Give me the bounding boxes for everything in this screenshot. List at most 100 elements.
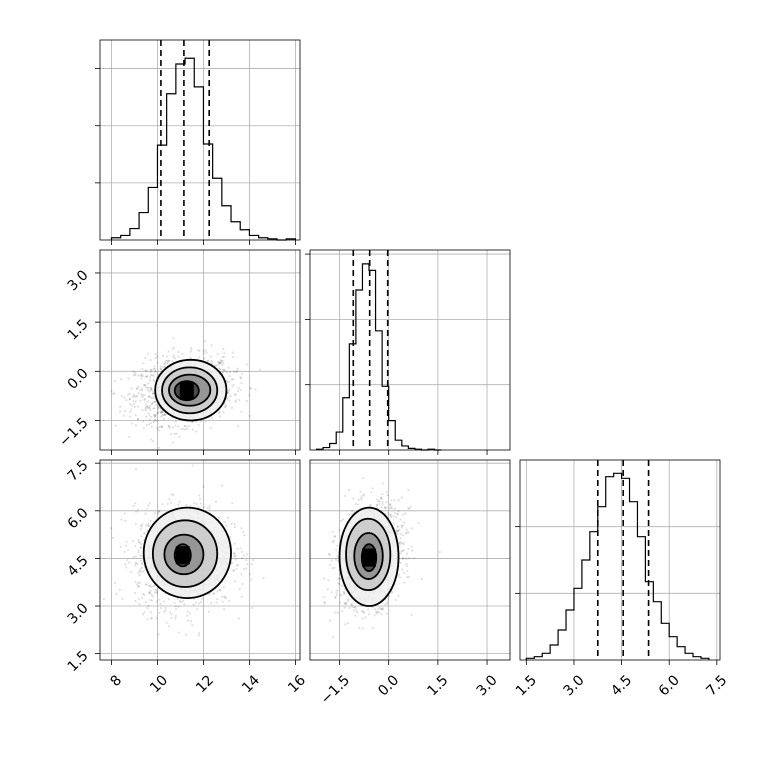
- sample-point: [152, 396, 155, 399]
- sample-point: [239, 376, 242, 379]
- sample-point: [350, 603, 353, 606]
- sample-point: [221, 356, 224, 359]
- sample-point: [144, 356, 147, 359]
- sample-point: [338, 577, 341, 581]
- sample-point: [351, 509, 354, 513]
- sample-point: [223, 595, 226, 598]
- contour-line: [168, 373, 212, 407]
- sample-point: [142, 362, 145, 365]
- sample-point: [149, 370, 152, 374]
- sample-point: [405, 552, 408, 555]
- sample-point: [146, 405, 149, 408]
- sample-point: [168, 498, 171, 501]
- sample-point: [380, 496, 383, 499]
- sample-point: [210, 344, 213, 347]
- sample-point: [373, 614, 376, 617]
- sample-point: [143, 384, 146, 387]
- sample-point: [145, 423, 148, 427]
- sample-point: [177, 350, 180, 354]
- sample-point: [169, 611, 172, 614]
- sample-point: [149, 379, 152, 382]
- sample-point: [189, 504, 192, 508]
- sample-point: [128, 397, 131, 401]
- sample-point: [133, 395, 136, 398]
- sample-point: [221, 600, 224, 603]
- sample-point: [417, 521, 420, 525]
- sample-point: [398, 542, 401, 546]
- sample-point: [401, 549, 404, 552]
- sample-point: [352, 609, 355, 612]
- sample-point: [211, 592, 214, 595]
- sample-point: [389, 503, 392, 507]
- sample-point: [137, 549, 140, 552]
- sample-point: [206, 506, 209, 509]
- sample-point: [210, 602, 213, 605]
- sample-point: [155, 600, 158, 603]
- sample-point: [132, 400, 135, 403]
- sample-point: [150, 387, 153, 390]
- sample-point: [392, 522, 395, 525]
- sample-point: [159, 411, 162, 414]
- sample-point: [189, 356, 192, 360]
- sample-point: [149, 395, 152, 399]
- sample-point: [151, 390, 154, 393]
- sample-point: [124, 544, 128, 547]
- sample-point: [134, 373, 137, 377]
- x-tick-label: 6.0: [656, 672, 683, 699]
- sample-point: [230, 522, 233, 525]
- sample-point: [228, 599, 231, 602]
- sample-point: [343, 592, 346, 595]
- sample-point: [141, 613, 145, 616]
- sample-point: [177, 503, 180, 506]
- sample-point: [396, 529, 400, 532]
- sample-point: [134, 599, 137, 603]
- x-tick-label: 0.0: [375, 672, 402, 699]
- sample-point: [145, 405, 148, 409]
- sample-point: [393, 499, 396, 502]
- sample-point: [248, 394, 251, 397]
- sample-point: [182, 427, 185, 431]
- sample-point: [196, 608, 199, 611]
- sample-point: [197, 506, 200, 509]
- sample-point: [148, 502, 152, 505]
- sample-point: [149, 438, 153, 441]
- sample-point: [140, 546, 143, 549]
- sample-point: [132, 370, 135, 373]
- sample-point: [218, 588, 221, 592]
- sample-point: [137, 598, 141, 601]
- sample-point: [154, 370, 157, 374]
- sample-point: [390, 499, 393, 502]
- sample-point: [227, 366, 230, 369]
- sample-point: [168, 426, 171, 429]
- sample-point: [346, 599, 349, 602]
- sample-point: [202, 349, 205, 352]
- sample-point: [246, 363, 249, 366]
- sample-point: [246, 553, 249, 556]
- sample-point: [354, 502, 357, 506]
- sample-point: [141, 395, 144, 399]
- sample-point: [133, 405, 136, 409]
- sample-point: [332, 540, 335, 543]
- sample-point: [403, 521, 406, 524]
- sample-point: [199, 502, 202, 505]
- sample-point: [389, 513, 392, 516]
- sample-point: [156, 419, 159, 422]
- sample-point: [185, 614, 189, 617]
- sample-point: [166, 359, 169, 363]
- sample-point: [192, 603, 195, 606]
- sample-point: [201, 597, 204, 600]
- sample-point: [156, 355, 159, 358]
- sample-point: [240, 557, 244, 560]
- sample-point: [160, 425, 164, 428]
- sample-point: [128, 415, 132, 418]
- sample-point: [401, 534, 404, 537]
- sample-point: [134, 413, 137, 417]
- sample-point: [138, 540, 141, 544]
- sample-point: [221, 371, 225, 374]
- sample-point: [195, 502, 198, 506]
- sample-point: [141, 522, 144, 526]
- sample-point: [143, 399, 146, 402]
- sample-point: [161, 354, 165, 358]
- sample-point: [136, 417, 140, 420]
- sample-point: [408, 507, 411, 510]
